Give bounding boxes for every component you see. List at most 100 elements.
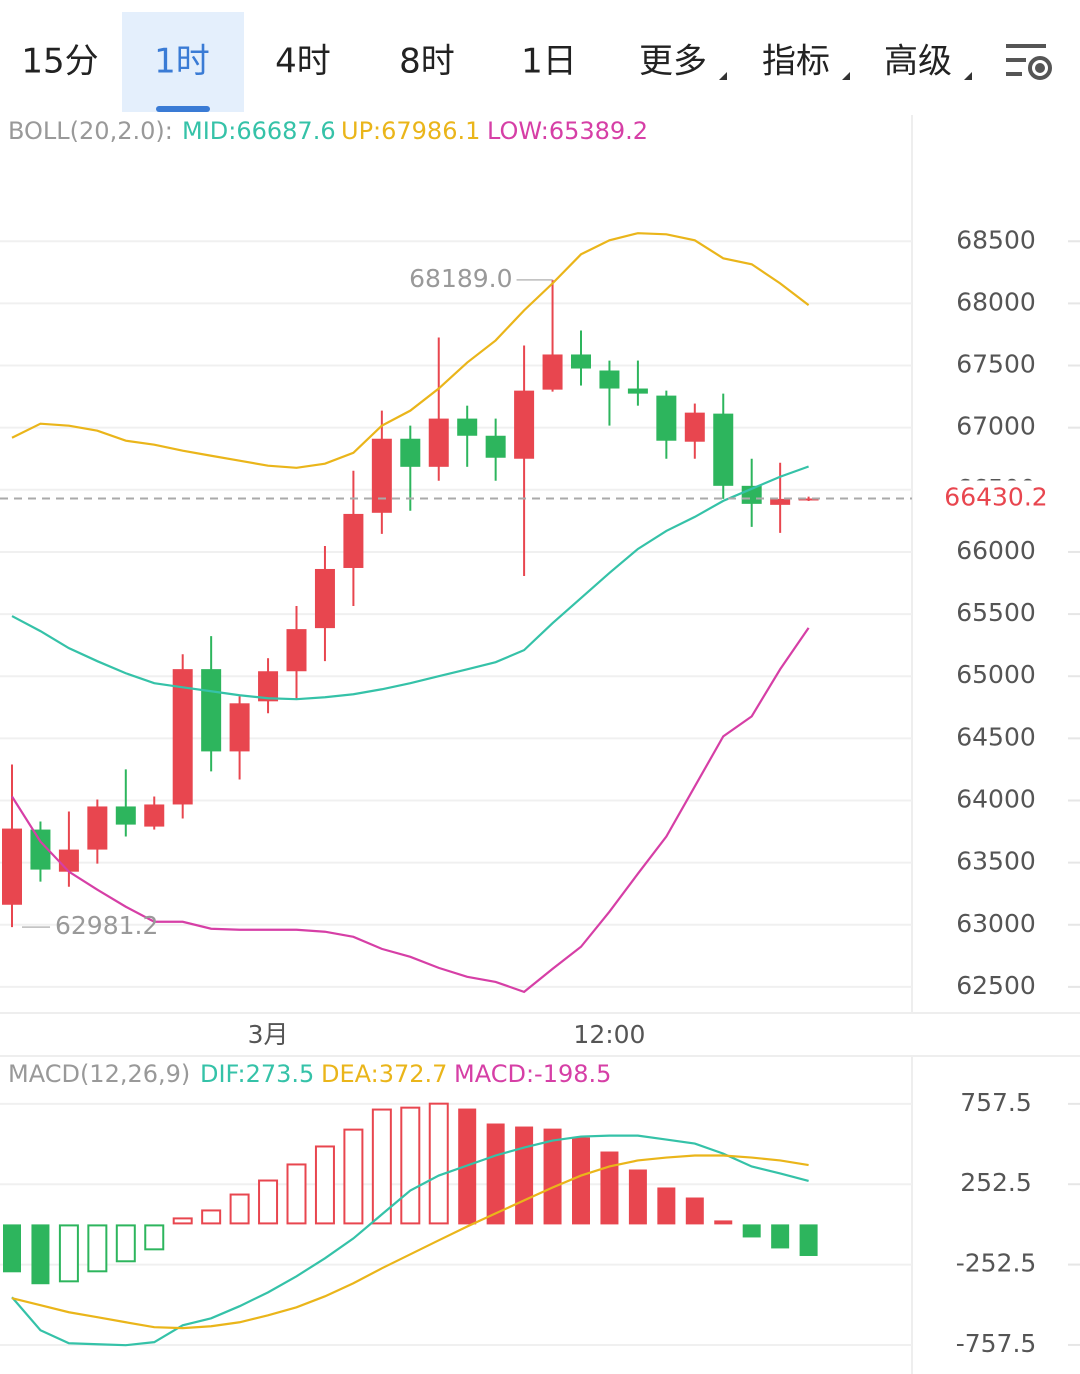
y-tick-label: 65000 xyxy=(956,660,1036,689)
tab-active-bg xyxy=(122,12,244,112)
candle-body xyxy=(172,669,193,805)
candle-body xyxy=(428,418,449,467)
candle-body xyxy=(286,629,307,672)
legend-entry: LOW:65389.2 xyxy=(487,117,648,145)
candle-body xyxy=(58,849,79,872)
macd-bar xyxy=(771,1224,790,1249)
candle-body xyxy=(343,513,364,568)
macd-bar xyxy=(314,1145,335,1225)
settings-icon[interactable] xyxy=(1006,44,1052,80)
candle-body xyxy=(542,354,563,390)
macd-bar xyxy=(58,1224,79,1283)
candle-body xyxy=(371,438,392,513)
candle-body xyxy=(457,418,478,436)
candle-body xyxy=(30,829,51,870)
candle-body xyxy=(115,806,136,825)
tab-underline xyxy=(156,106,210,112)
tab[interactable]: 15分 xyxy=(21,42,98,82)
macd-bar xyxy=(87,1224,108,1273)
macd-bar xyxy=(343,1128,364,1225)
y-tick-label: 67000 xyxy=(956,412,1036,441)
indicator-label: MACD(12,26,9) xyxy=(8,1060,190,1088)
y-tick-label: 757.5 xyxy=(960,1088,1032,1117)
candle-body xyxy=(514,390,535,459)
y-tick-label: 66000 xyxy=(956,536,1036,565)
macd-bar xyxy=(657,1187,676,1225)
candle-body xyxy=(599,370,620,389)
y-tick-label: 68500 xyxy=(956,225,1036,254)
last-price-bg xyxy=(914,480,1080,517)
macd-bar xyxy=(685,1197,704,1225)
tab[interactable]: 高级 xyxy=(884,42,952,82)
x-tick-label: 12:00 xyxy=(573,1020,645,1049)
candle-body xyxy=(2,828,22,905)
tab[interactable]: 更多 xyxy=(639,42,707,82)
x-tick-label: 3月 xyxy=(248,1020,289,1049)
macd-bar xyxy=(572,1137,590,1225)
macd-bar xyxy=(714,1220,733,1225)
macd-bar xyxy=(258,1179,279,1225)
y-tick-label: 64000 xyxy=(956,784,1036,813)
y-tick-label: 67500 xyxy=(956,350,1036,379)
macd-bar xyxy=(371,1108,392,1225)
macd-bar xyxy=(115,1224,136,1263)
macd-bar xyxy=(31,1224,50,1285)
tab-dropdown xyxy=(964,72,972,80)
macd-bar xyxy=(543,1128,562,1225)
candle-body xyxy=(400,438,421,467)
tab[interactable]: 1日 xyxy=(521,42,577,82)
legend-entry: UP:67986.1 xyxy=(341,117,480,145)
legend-entry: DIF:273.5 xyxy=(200,1060,314,1088)
macd-bar xyxy=(144,1224,165,1251)
y-tick-label: -252.5 xyxy=(956,1249,1037,1278)
indicator-label: BOLL(20,2.0): xyxy=(8,117,173,145)
candle-body xyxy=(571,354,591,369)
tab[interactable]: 4时 xyxy=(275,42,331,82)
candle-body xyxy=(627,388,648,394)
candle-body xyxy=(229,703,250,752)
tab[interactable]: 指标 xyxy=(762,42,830,82)
max-annotation: 68189.0 xyxy=(409,264,512,293)
candle-body xyxy=(684,412,705,442)
candle-body xyxy=(314,568,335,629)
line-series xyxy=(11,1134,809,1347)
macd-bar xyxy=(229,1193,250,1225)
macd-bar xyxy=(486,1123,505,1225)
macd-bar xyxy=(201,1209,222,1225)
macd-bar xyxy=(515,1126,534,1225)
macd-bar xyxy=(600,1151,619,1225)
candle-body xyxy=(258,671,279,702)
candle-body xyxy=(485,435,506,458)
macd-bar xyxy=(3,1224,21,1273)
tab-dropdown xyxy=(719,72,727,80)
y-tick-label: -757.5 xyxy=(956,1329,1037,1358)
y-tick-label: 62500 xyxy=(956,971,1036,1000)
line-series xyxy=(11,232,810,469)
macd-bar xyxy=(400,1106,421,1225)
y-tick-label: 252.5 xyxy=(960,1168,1032,1197)
y-tick-label: 64500 xyxy=(956,722,1036,751)
macd-bar xyxy=(428,1102,449,1225)
tab[interactable]: 8时 xyxy=(399,42,455,82)
line-series xyxy=(11,465,809,701)
y-tick-label: 68000 xyxy=(956,287,1036,316)
tab[interactable]: 1时 xyxy=(154,42,210,82)
min-annotation: 62981.2 xyxy=(55,911,158,940)
y-tick-label: 63500 xyxy=(956,847,1036,876)
candle-body xyxy=(798,498,819,501)
y-tick-label: 63000 xyxy=(956,909,1036,938)
macd-bar xyxy=(286,1163,307,1225)
line-series xyxy=(11,1154,809,1330)
legend-entry: DEA:372.7 xyxy=(321,1060,447,1088)
line-series xyxy=(11,627,810,994)
candle-body xyxy=(713,413,734,486)
macd-bar xyxy=(799,1224,818,1256)
candle-body xyxy=(770,498,791,505)
tab-dropdown xyxy=(842,72,850,80)
last-price-label: 66430.2 xyxy=(944,482,1047,511)
macd-bar xyxy=(628,1169,647,1225)
y-tick-label: 65500 xyxy=(956,598,1036,627)
candle-body xyxy=(201,669,222,752)
